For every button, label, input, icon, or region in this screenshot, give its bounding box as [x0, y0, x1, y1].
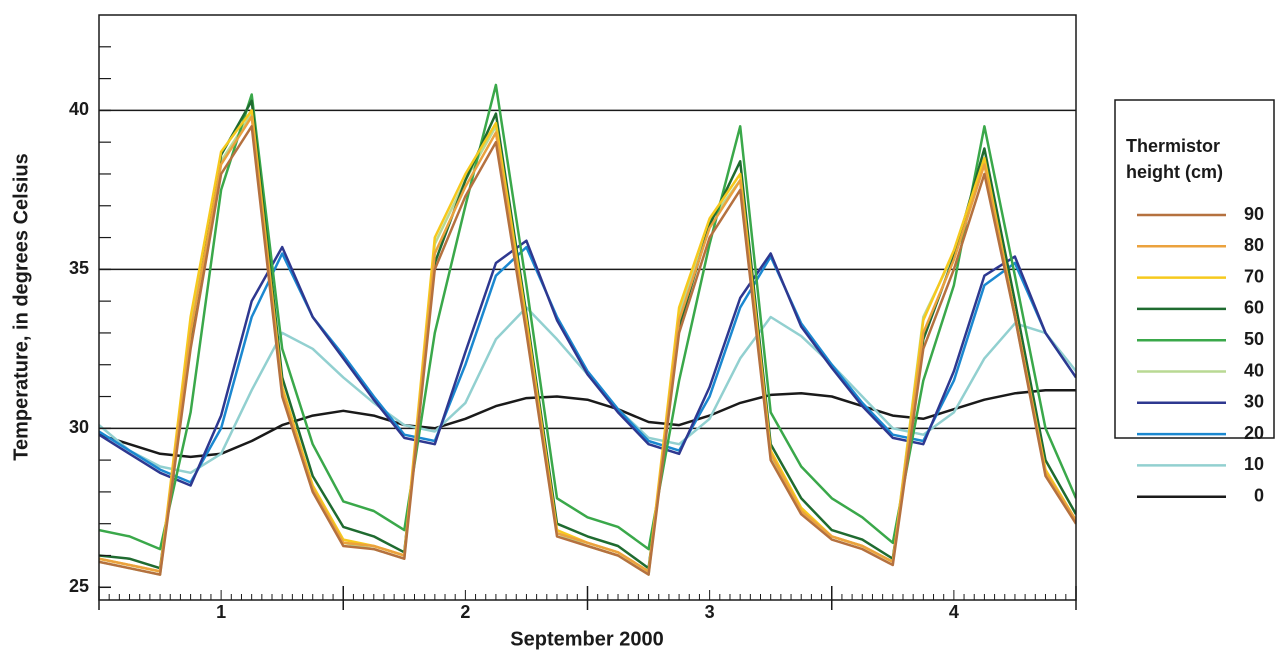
plot-area	[99, 83, 1076, 576]
series-line	[99, 125, 1076, 576]
legend-label: 40	[1244, 360, 1264, 380]
legend-label: 20	[1244, 423, 1264, 443]
legend: Thermistor height (cm) 90 80 70 60 50 40 30 20 10 0	[1114, 99, 1275, 505]
legend-label: 80	[1244, 235, 1264, 255]
legend-label: 10	[1244, 454, 1264, 474]
series-line	[99, 83, 1076, 551]
series-line	[99, 239, 1076, 487]
legend-label: 0	[1254, 485, 1264, 505]
x-tick-label: 4	[949, 602, 959, 622]
legend-label: 50	[1244, 329, 1264, 349]
x-tick-label: 1	[216, 602, 226, 622]
legend-label: 90	[1244, 204, 1264, 224]
x-axis-title: September 2000	[510, 628, 663, 650]
legend-label: 30	[1244, 392, 1264, 412]
legend-box	[1114, 99, 1275, 439]
y-tick-label: 25	[69, 576, 89, 596]
grid	[99, 109, 1076, 430]
legend-label: 70	[1244, 266, 1264, 286]
axes: 25 30 35 40 1 2 3 4	[69, 46, 1077, 622]
x-tick-label: 2	[460, 602, 470, 622]
y-axis-title: Temperature, in degrees Celsius	[10, 153, 32, 461]
y-tick-label: 30	[69, 417, 89, 437]
series-line	[99, 112, 1076, 576]
legend-title: Thermistor height (cm)	[1126, 136, 1223, 182]
x-tick-label: 3	[705, 602, 715, 622]
legend-label: 60	[1244, 298, 1264, 318]
y-tick-label: 40	[69, 99, 89, 119]
y-tick-label: 35	[69, 258, 89, 278]
